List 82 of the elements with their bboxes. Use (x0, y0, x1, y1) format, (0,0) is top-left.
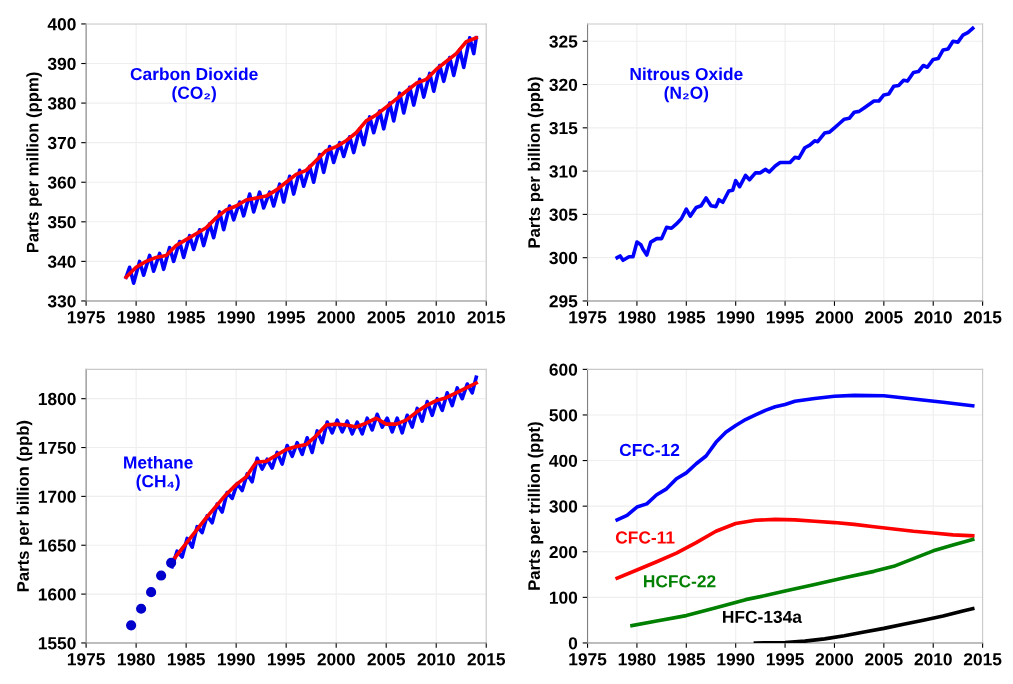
y-tick-label: 315 (549, 121, 578, 135)
y-tick-label: 600 (549, 363, 578, 376)
x-tick-label: 1985 (668, 311, 706, 324)
x-tick-label: 2000 (317, 311, 355, 324)
point (136, 603, 147, 614)
y-axis-title: Parts per million (ppm) (26, 72, 42, 253)
line-series (615, 393, 975, 522)
x-tick-label: 1985 (167, 311, 205, 324)
point (166, 557, 177, 568)
y-tick-label: 500 (549, 409, 578, 422)
y-tick-label: 1700 (38, 490, 76, 503)
x-tick-label: 1995 (267, 653, 305, 666)
text: Carbon Dioxide (CO₂) (130, 67, 258, 103)
y-tick-label: 300 (549, 500, 578, 513)
y-axis-title: Parts per billion (ppb) (16, 420, 33, 592)
x-tick-label: 2000 (815, 311, 854, 324)
x-tick-label: 2010 (417, 653, 455, 666)
series-label: CFC-11 (615, 531, 675, 544)
x-tick-label: 2015 (963, 311, 1002, 324)
x-tick-label: 1990 (217, 311, 255, 324)
y-tick-label: 400 (549, 454, 578, 468)
point (146, 587, 157, 598)
line-series (615, 26, 975, 263)
series-label: Methane (CH₄) (124, 455, 193, 491)
y-tick-label: 305 (549, 208, 578, 221)
x-tick-label: 1995 (766, 653, 804, 666)
y-tick-label: 0 (568, 637, 578, 650)
point (156, 570, 167, 581)
y-tick-label: 400 (47, 18, 76, 31)
series-label: HFC-134a (723, 610, 803, 624)
x-tick-label: 2010 (914, 311, 952, 324)
y-tick-label: 390 (47, 57, 76, 70)
x-tick-label: 2015 (467, 653, 506, 666)
y-tick-label: 325 (549, 35, 578, 48)
x-tick-label: 2010 (417, 311, 455, 324)
y-tick-label: 370 (47, 136, 76, 150)
y-axis-title: Parts per billion (ppb) (527, 77, 544, 248)
y-tick-label: 1550 (38, 637, 76, 650)
x-tick-label: 2015 (467, 311, 506, 324)
series-label: CFC-12 (619, 443, 680, 457)
y-tick-label: 300 (549, 251, 578, 265)
x-tick-label: 2010 (914, 653, 952, 666)
x-tick-label: 1975 (569, 653, 607, 666)
x-tick-label: 1990 (217, 653, 255, 666)
x-tick-label: 2005 (865, 311, 903, 324)
point (126, 620, 137, 631)
x-tick-label: 1985 (167, 653, 205, 666)
y-tick-label: 200 (549, 545, 578, 559)
y-tick-label: 350 (47, 215, 76, 229)
x-tick-label: 2005 (367, 311, 406, 324)
series-label: HCFC-22 (644, 575, 716, 588)
y-tick-label: 340 (47, 255, 76, 268)
y-tick-label: 360 (47, 176, 76, 189)
x-tick-label: 2000 (317, 653, 355, 666)
x-tick-label: 1980 (117, 311, 155, 324)
y-tick-label: 100 (549, 591, 578, 604)
y-tick-label: 320 (549, 78, 578, 92)
x-tick-label: 1995 (267, 311, 305, 324)
y-tick-label: 295 (549, 295, 578, 308)
x-tick-label: 1975 (67, 311, 105, 324)
x-tick-label: 2000 (815, 653, 854, 666)
x-tick-label: 1975 (569, 311, 607, 324)
x-tick-label: 1995 (766, 311, 804, 324)
y-tick-label: 380 (47, 97, 76, 110)
x-tick-label: 1980 (618, 653, 656, 666)
text: Nitrous Oxide (N₂O) (630, 67, 743, 103)
x-tick-label: 1985 (668, 653, 706, 666)
x-tick-label: 2015 (963, 653, 1002, 666)
x-tick-label: 1980 (117, 653, 155, 666)
y-tick-label: 1800 (38, 392, 76, 406)
x-tick-label: 2005 (865, 653, 903, 666)
x-tick-label: 2005 (367, 653, 406, 666)
x-tick-label: 1990 (717, 653, 755, 666)
x-tick-label: 1980 (618, 311, 656, 324)
y-tick-label: 330 (47, 295, 76, 308)
x-tick-label: 1990 (717, 311, 755, 324)
y-tick-label: 1750 (38, 441, 76, 454)
y-axis-title: Parts per trillion (ppt) (527, 422, 544, 590)
x-tick-label: 1975 (67, 653, 105, 666)
y-tick-label: 1650 (38, 539, 76, 552)
y-tick-label: 310 (549, 165, 578, 178)
y-tick-label: 1600 (38, 588, 76, 601)
